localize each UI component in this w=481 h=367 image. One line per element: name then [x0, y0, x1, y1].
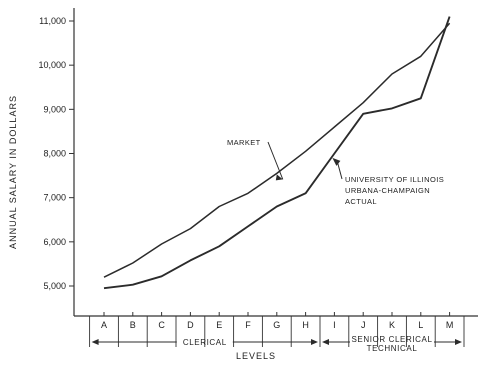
- x-tick-label: L: [418, 320, 423, 330]
- market-annotation: MARKET: [227, 138, 261, 147]
- x-tick-label: D: [187, 320, 194, 330]
- x-axis-title: LEVELS: [236, 351, 276, 361]
- x-tick-label: E: [216, 320, 222, 330]
- group-bracket-arrow-right: [311, 339, 318, 345]
- x-tick-label: I: [333, 320, 336, 330]
- uiuc-actual-leader-line: [336, 161, 343, 180]
- group-bracket-arrow-left: [322, 339, 329, 345]
- group-label: TECHNICAL: [367, 344, 418, 353]
- chart-series: [103, 16, 451, 290]
- x-tick-label: K: [389, 320, 395, 330]
- y-tick-label: 5,000: [43, 281, 66, 291]
- x-tick-label: C: [158, 320, 165, 330]
- market-series-line: [103, 22, 451, 278]
- y-tick-label: 11,000: [39, 16, 66, 26]
- market-arrowhead: [275, 174, 283, 181]
- uiuc-actual-annotation-line: ACTUAL: [345, 197, 377, 206]
- group-bracket-arrow-left: [91, 339, 99, 345]
- x-tick-label: B: [130, 320, 136, 330]
- y-tick-label: 7,000: [43, 193, 66, 203]
- uiuc-actual-annotation-line: UNIVERSITY OF ILLINOIS: [345, 175, 444, 184]
- y-axis-title: ANNUAL SALARY IN DOLLARS: [8, 95, 18, 249]
- chart-annotations: MARKET UNIVERSITY OF ILLINOIS URBANA-CHAMP…: [227, 138, 444, 206]
- x-tick-label: F: [245, 320, 251, 330]
- x-tick-label: G: [273, 320, 280, 330]
- uiuc-actual-series-line: [103, 16, 451, 290]
- group-label: CLERICAL: [183, 338, 227, 347]
- x-tick-label: J: [361, 320, 366, 330]
- group-bracket-arrow-right: [455, 339, 462, 345]
- x-tick-label: M: [446, 320, 454, 330]
- chart-axes: [73, 8, 478, 317]
- x-tick-label: H: [302, 320, 309, 330]
- x-axis-ticks: A B C D E F G H I J K L M: [89, 312, 465, 347]
- y-tick-label: 8,000: [43, 149, 66, 159]
- market-leader-line: [267, 141, 284, 180]
- group-label: SENIOR CLERICAL: [351, 335, 432, 344]
- y-tick-label: 6,000: [43, 237, 66, 247]
- x-tick-label: A: [101, 320, 107, 330]
- y-tick-label: 10,000: [38, 60, 66, 70]
- uiuc-actual-annotation-line: URBANA-CHAMPAIGN: [345, 186, 430, 195]
- y-axis-ticks: 5,000 6,000 7,000 8,000 9,000 10,000 11,000: [38, 16, 74, 291]
- uiuc-actual-arrowhead: [332, 157, 341, 166]
- y-tick-label: 9,000: [43, 104, 66, 114]
